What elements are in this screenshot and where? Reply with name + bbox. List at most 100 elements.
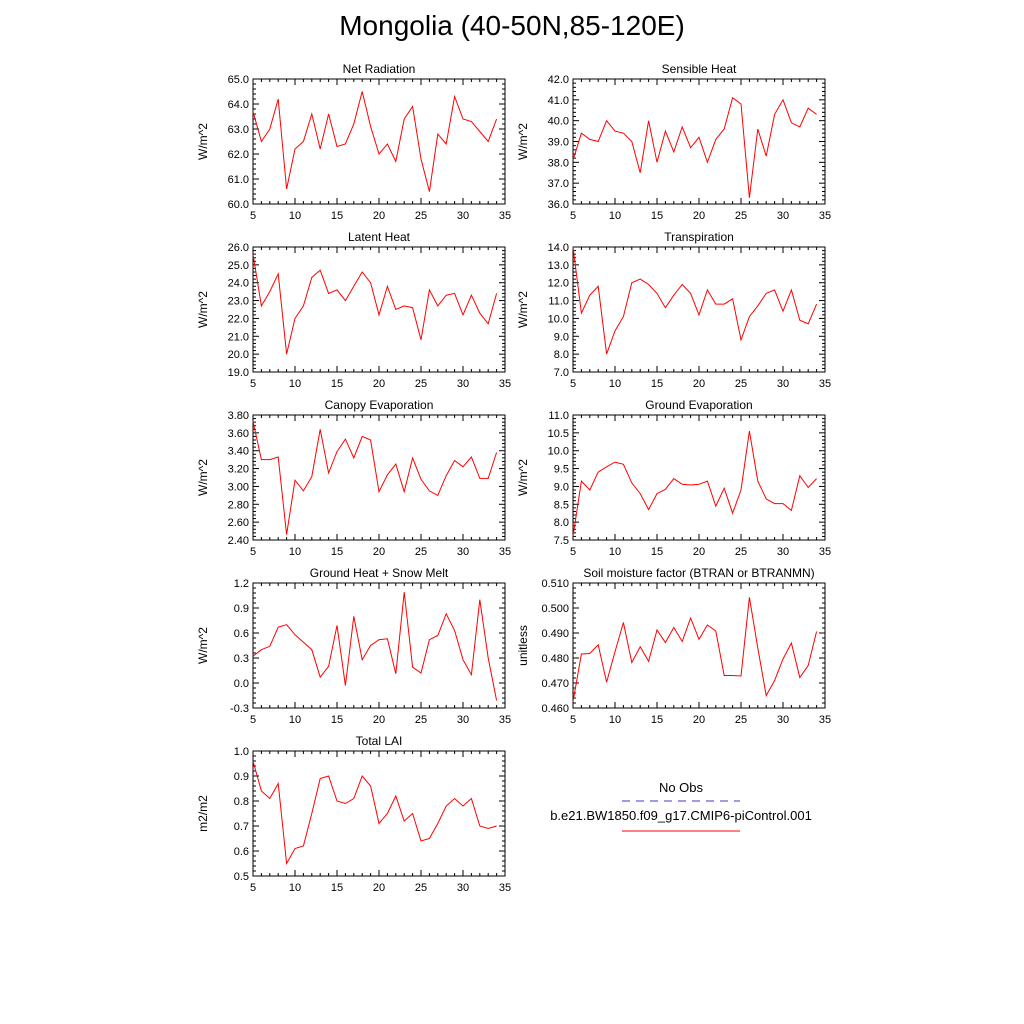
x-tick-label: 10 [609, 378, 621, 390]
y-tick-label: 3.80 [228, 410, 249, 422]
y-tick-label: 2.60 [228, 517, 249, 529]
series-line [252, 760, 497, 866]
y-tick-label: 10.5 [548, 428, 569, 440]
panel-title: Sensible Heat [662, 62, 737, 76]
y-tick-label: 12.0 [548, 278, 569, 290]
panel-sensible-heat: Sensible Heat W/m^2 5 10 15 20 25 30 35 36.0 37.0 3… [516, 62, 831, 222]
y-axis-label: W/m^2 [516, 123, 530, 160]
y-tick-label: 0.490 [541, 628, 569, 640]
series-line [572, 597, 818, 702]
y-tick-label: 41.0 [548, 95, 569, 107]
y-axis-label: W/m^2 [196, 123, 210, 160]
x-tick-label: 5 [250, 882, 256, 894]
series-line [252, 592, 498, 701]
x-tick-label: 20 [373, 882, 385, 894]
y-tick-label: 10.0 [548, 446, 569, 458]
x-tick-label: 20 [373, 546, 385, 558]
x-tick-label: 5 [570, 378, 576, 390]
x-tick-label: 15 [651, 714, 663, 726]
legend-label-model-run: b.e21.BW1850.f09_g17.CMIP6-piControl.001 [550, 808, 812, 823]
y-tick-label: 23.0 [228, 296, 249, 308]
x-tick-label: 35 [819, 378, 831, 390]
y-tick-label: 0.460 [541, 703, 569, 715]
x-tick-label: 30 [777, 378, 789, 390]
y-tick-label: 0.480 [541, 653, 569, 665]
y-tick-label: 22.0 [228, 313, 249, 325]
x-tick-label: 30 [457, 378, 469, 390]
y-tick-label: 62.0 [228, 149, 249, 161]
y-tick-label: 63.0 [228, 124, 249, 136]
panel-latent-heat: Latent Heat W/m^2 5 10 15 20 25 30 35 19.0 20.0 21.… [196, 230, 511, 390]
y-tick-label: 3.40 [228, 446, 249, 458]
panel-canopy-evaporation: Canopy Evaporation W/m^2 5 10 15 20 25 30 35 2.40… [196, 398, 511, 558]
x-tick-label: 10 [289, 378, 301, 390]
panel-title: Soil moisture factor (BTRAN or BTRANMN) [583, 566, 814, 580]
y-tick-label: 65.0 [228, 74, 249, 86]
x-tick-label: 10 [289, 714, 301, 726]
y-tick-label: 42.0 [548, 74, 569, 86]
x-tick-label: 25 [415, 882, 427, 894]
panel-title: Canopy Evaporation [325, 398, 434, 412]
y-tick-label: 8.5 [554, 499, 569, 511]
y-tick-label: 60.0 [228, 199, 249, 211]
x-tick-label: 30 [457, 882, 469, 894]
x-tick-label: 10 [289, 546, 301, 558]
series-line [252, 91, 498, 192]
y-tick-label: 0.3 [234, 653, 249, 665]
plot-frame [572, 78, 826, 205]
x-tick-label: 20 [693, 378, 705, 390]
x-tick-label: 20 [373, 378, 385, 390]
y-tick-label: 3.60 [228, 428, 249, 440]
y-axis-label: m2/m2 [196, 795, 210, 832]
x-tick-label: 15 [331, 546, 343, 558]
y-axis-label: W/m^2 [516, 459, 530, 496]
panel-soil-moisture-factor-btran-or-btranmn: Soil moisture factor (BTRAN or BTRANMN) u… [516, 566, 831, 726]
panel-title: Ground Evaporation [645, 398, 752, 412]
x-tick-label: 5 [250, 378, 256, 390]
x-tick-label: 20 [373, 714, 385, 726]
y-tick-label: 0.6 [234, 846, 249, 858]
y-tick-label: 38.0 [548, 157, 569, 169]
x-tick-label: 15 [331, 882, 343, 894]
y-tick-label: 26.0 [228, 242, 249, 254]
y-tick-label: 1.2 [234, 578, 249, 590]
y-tick-label: 19.0 [228, 367, 249, 379]
panel-title: Ground Heat + Snow Melt [310, 566, 449, 580]
y-tick-label: 39.0 [548, 137, 569, 149]
x-tick-label: 15 [331, 210, 343, 222]
y-axis-label: W/m^2 [196, 627, 210, 664]
x-tick-label: 5 [250, 210, 256, 222]
plot-frame [252, 582, 506, 709]
y-tick-label: 0.7 [234, 821, 249, 833]
y-tick-label: 8.0 [554, 517, 569, 529]
y-tick-label: 7.5 [554, 535, 569, 547]
x-tick-label: 35 [499, 714, 511, 726]
x-tick-label: 25 [735, 210, 747, 222]
y-tick-label: 10.0 [548, 313, 569, 325]
plot-frame [252, 750, 506, 877]
x-tick-label: 5 [570, 210, 576, 222]
y-tick-label: 7.0 [554, 367, 569, 379]
y-tick-label: 25.0 [228, 260, 249, 272]
x-tick-label: 15 [651, 378, 663, 390]
x-tick-label: 35 [499, 378, 511, 390]
panel-net-radiation: Net Radiation W/m^2 5 10 15 20 25 30 35 60.0 61.0 6… [196, 62, 511, 222]
x-tick-label: 10 [289, 882, 301, 894]
panel-title: Net Radiation [343, 62, 416, 76]
panel-title: Transpiration [664, 230, 734, 244]
y-tick-label: 0.8 [234, 796, 249, 808]
y-tick-label: 24.0 [228, 278, 249, 290]
panel-ground-evaporation: Ground Evaporation W/m^2 5 10 15 20 25 30 35 7.5 8… [516, 398, 831, 558]
y-axis-label: W/m^2 [516, 291, 530, 328]
y-tick-label: 9.0 [554, 331, 569, 343]
x-tick-label: 25 [735, 546, 747, 558]
plot-frame [252, 246, 506, 373]
y-tick-label: 40.0 [548, 116, 569, 128]
x-tick-label: 25 [415, 210, 427, 222]
y-tick-label: 0.9 [234, 771, 249, 783]
series-line [572, 96, 817, 198]
y-tick-label: 20.0 [228, 349, 249, 361]
legend-label-no-obs: No Obs [659, 780, 704, 795]
x-tick-label: 15 [331, 714, 343, 726]
y-tick-label: 0.0 [234, 678, 249, 690]
